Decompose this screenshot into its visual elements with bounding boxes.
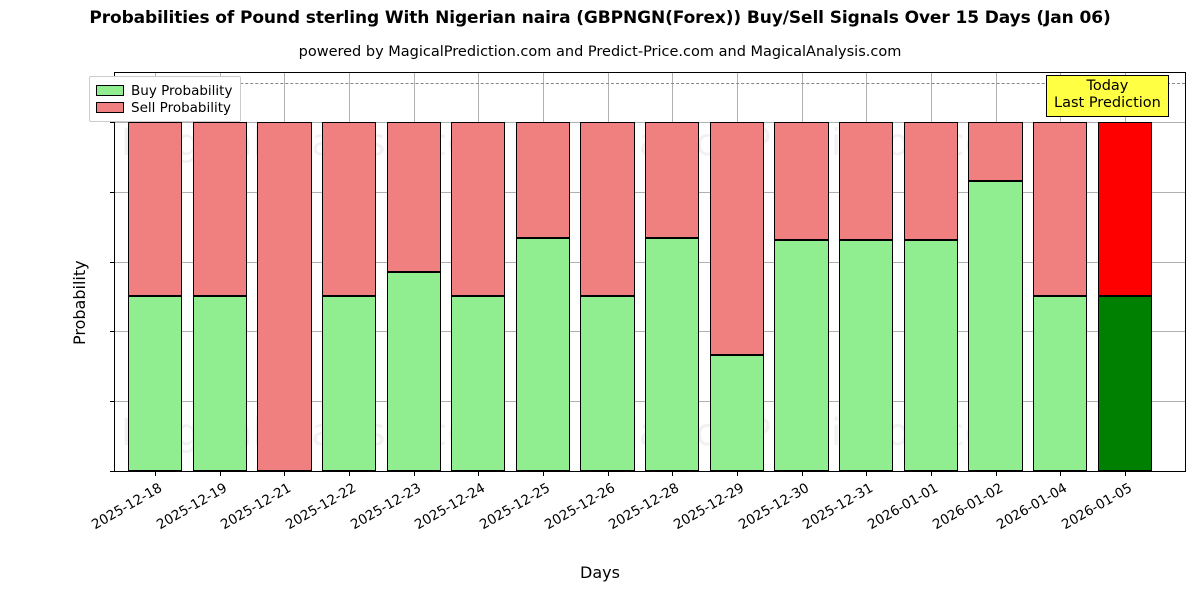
legend-item-buy: Buy Probability bbox=[96, 82, 232, 99]
bar-segment-sell[interactable] bbox=[839, 121, 894, 240]
x-tickmark-2026-01-05 bbox=[1124, 471, 1126, 476]
bar-segment-sell[interactable] bbox=[774, 121, 829, 240]
table-row[interactable] bbox=[515, 73, 571, 471]
bar-segment-sell[interactable] bbox=[1033, 121, 1088, 297]
bar-segment-buy[interactable] bbox=[968, 181, 1023, 471]
bar-segment-sell[interactable] bbox=[127, 121, 183, 297]
reference-line bbox=[115, 83, 1185, 85]
bar-segment-buy[interactable] bbox=[386, 272, 441, 471]
x-tickmark-2025-12-19 bbox=[219, 471, 221, 476]
table-row[interactable] bbox=[127, 73, 183, 471]
y-tickmark-80 bbox=[110, 191, 115, 193]
y-tickmark-40 bbox=[110, 331, 115, 333]
x-tickmark-2025-12-22 bbox=[349, 471, 351, 476]
plot-area: MagicalAnalysis.comMagicalPrediction.com… bbox=[70, 72, 1186, 533]
today-last-prediction-badge: Today Last Prediction bbox=[1046, 75, 1169, 117]
bar-segment-sell[interactable] bbox=[321, 121, 377, 297]
y-tickmark-0 bbox=[110, 471, 115, 472]
bar-segment-buy[interactable] bbox=[903, 239, 959, 471]
legend-swatch-sell bbox=[96, 102, 124, 113]
bar-segment-sell[interactable] bbox=[709, 121, 765, 355]
bar-segment-buy[interactable] bbox=[192, 296, 247, 471]
bar-segment-buy[interactable] bbox=[1097, 296, 1153, 471]
bar-segment-sell[interactable] bbox=[580, 121, 635, 297]
bar-segment-sell[interactable] bbox=[386, 121, 441, 272]
y-tickmark-20 bbox=[110, 401, 115, 403]
table-row[interactable] bbox=[386, 73, 441, 471]
bar-segment-buy[interactable] bbox=[580, 296, 635, 471]
x-tickmark-2025-12-25 bbox=[543, 471, 544, 476]
table-row[interactable] bbox=[580, 73, 635, 471]
x-tickmark-2025-12-28 bbox=[672, 471, 674, 476]
bar-segment-sell[interactable] bbox=[645, 121, 700, 239]
bar-segment-buy[interactable] bbox=[1033, 296, 1088, 471]
bar-segment-sell[interactable] bbox=[903, 121, 959, 240]
x-tickmark-2025-12-31 bbox=[866, 471, 868, 476]
bar-segment-buy[interactable] bbox=[839, 239, 894, 471]
y-tickmark-60 bbox=[110, 261, 115, 263]
x-tickmark-2026-01-01 bbox=[930, 471, 932, 476]
y-axis-label: Probability bbox=[70, 260, 89, 345]
table-row[interactable] bbox=[709, 73, 765, 471]
table-row[interactable] bbox=[257, 73, 312, 471]
x-tickmark-2025-12-18 bbox=[155, 471, 157, 476]
table-row[interactable] bbox=[321, 73, 377, 471]
x-tickmark-2026-01-02 bbox=[995, 471, 997, 476]
bar-segment-buy[interactable] bbox=[709, 354, 765, 471]
table-row[interactable] bbox=[903, 73, 959, 471]
legend-label-sell: Sell Probability bbox=[131, 99, 232, 116]
legend-label-buy: Buy Probability bbox=[131, 82, 233, 99]
bar-segment-sell[interactable] bbox=[257, 121, 312, 471]
chart-legend: Buy Probability Sell Probability bbox=[89, 76, 242, 122]
x-tickmark-2025-12-30 bbox=[801, 471, 803, 476]
bar-segment-buy[interactable] bbox=[774, 239, 829, 471]
bar-segment-sell[interactable] bbox=[451, 121, 506, 297]
x-tickmark-2025-12-29 bbox=[736, 471, 738, 476]
bar-segment-sell[interactable] bbox=[1097, 121, 1153, 297]
table-row[interactable] bbox=[192, 73, 247, 471]
table-row[interactable] bbox=[839, 73, 894, 471]
bar-segment-buy[interactable] bbox=[451, 296, 506, 471]
last-prediction-label: Last Prediction bbox=[1054, 95, 1161, 112]
y-tickmark-100 bbox=[110, 121, 115, 123]
table-row[interactable] bbox=[1033, 73, 1088, 471]
legend-item-sell: Sell Probability bbox=[96, 99, 232, 116]
bar-segment-sell[interactable] bbox=[192, 121, 247, 297]
table-row[interactable] bbox=[1097, 73, 1153, 471]
x-axis-label: Days bbox=[580, 563, 620, 582]
table-row[interactable] bbox=[774, 73, 829, 471]
today-label: Today bbox=[1086, 78, 1129, 94]
x-tickmark-2025-12-24 bbox=[478, 471, 480, 476]
x-tickmark-2025-12-21 bbox=[284, 471, 286, 476]
x-tickmark-2025-12-26 bbox=[607, 471, 609, 476]
table-row[interactable] bbox=[451, 73, 506, 471]
table-row[interactable] bbox=[645, 73, 700, 471]
bar-segment-buy[interactable] bbox=[127, 296, 183, 471]
bar-segment-sell[interactable] bbox=[968, 121, 1023, 182]
legend-swatch-buy bbox=[96, 85, 124, 96]
chart-subtitle: powered by MagicalPrediction.com and Pre… bbox=[298, 44, 902, 60]
x-tickmark-2026-01-04 bbox=[1060, 471, 1062, 476]
bar-segment-buy[interactable] bbox=[321, 296, 377, 471]
table-row[interactable] bbox=[968, 73, 1023, 471]
bar-segment-buy[interactable] bbox=[645, 238, 700, 471]
bar-segment-buy[interactable] bbox=[515, 238, 571, 471]
x-tickmark-2025-12-23 bbox=[413, 471, 415, 476]
bar-segment-sell[interactable] bbox=[515, 121, 571, 239]
chart-title: Probabilities of Pound sterling With Nig… bbox=[89, 8, 1111, 28]
